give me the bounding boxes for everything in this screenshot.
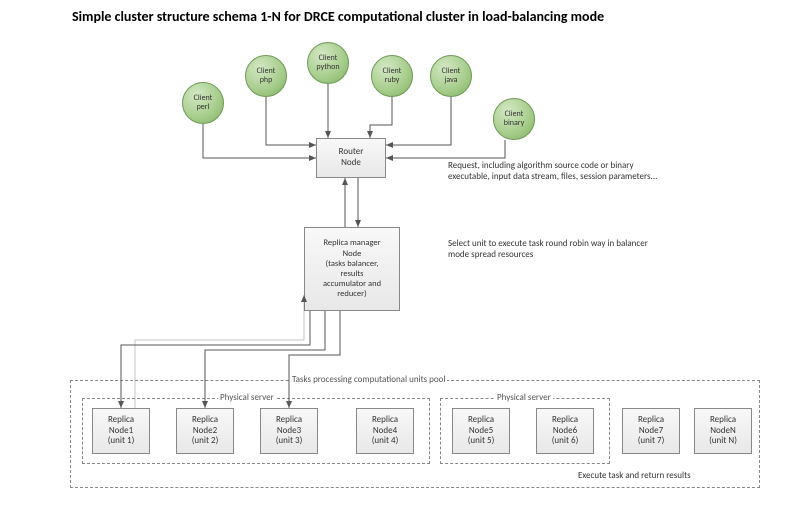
diagram-title: Simple cluster structure schema 1-N for … [72,8,604,25]
replica-node-6: Replica Node6(unit 6) [536,408,594,454]
client-python: Client python [307,42,349,84]
router-node: Router Node [316,138,386,178]
client-binary: Client binary [493,98,535,140]
replica-name: Replica NodeN [710,414,736,436]
client-lang: java [445,76,458,85]
client-lang: perl [197,103,210,112]
client-lang: python [316,63,339,72]
replica-node-4: Replica Node4(unit 4) [356,408,414,454]
replica-unit: (unit N) [709,435,737,446]
client-php: Client php [245,55,287,97]
replica-node-7: Replica Node7(unit 7) [622,408,680,454]
replica-name: Replica Node2 [192,414,218,436]
server-label-2: Physical server [495,392,553,403]
replica-unit: (unit 3) [276,435,303,446]
replica-name: Replica Node1 [108,414,134,436]
replica-unit: (unit 6) [552,435,579,446]
replica-unit: (unit 7) [638,435,665,446]
replica-name: Replica Node4 [372,414,398,436]
client-lang: ruby [385,76,400,85]
replica-manager-node: Replica manager Node (tasks balancer, re… [304,227,400,311]
client-perl: Client perl [182,82,224,124]
client-lang: binary [504,119,525,128]
replica-name: Replica Node6 [552,414,578,436]
replica-unit: (unit 4) [372,435,399,446]
replica-node-5: Replica Node5(unit 5) [452,408,510,454]
replica-node-n: Replica NodeN(unit N) [694,408,752,454]
note-select: Select unit to execute task round robin … [448,238,658,261]
client-java: Client java [430,55,472,97]
pool-label: Tasks processing computational units poo… [290,374,447,385]
replica-node-1: Replica Node1(unit 1) [92,408,150,454]
server-label-1: Physical server [218,392,276,403]
replica-node-3: Replica Node3(unit 3) [260,408,318,454]
note-request: Request, including algorithm source code… [448,160,658,183]
replica-unit: (unit 1) [108,435,135,446]
replica-name: Replica Node3 [276,414,302,436]
replica-name: Replica Node5 [468,414,494,436]
replica-unit: (unit 5) [468,435,495,446]
client-lang: php [260,76,273,85]
replica-name: Replica Node7 [638,414,664,436]
client-ruby: Client ruby [371,55,413,97]
replica-unit: (unit 2) [192,435,219,446]
replica-node-2: Replica Node2(unit 2) [176,408,234,454]
